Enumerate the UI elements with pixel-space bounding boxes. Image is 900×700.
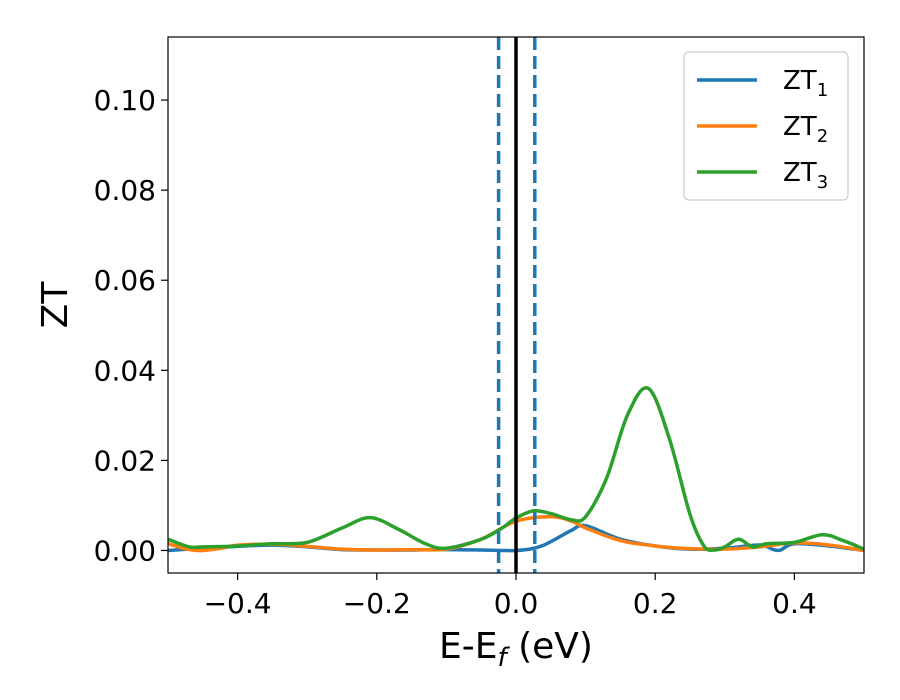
x-tick-label: 0.2 (633, 587, 678, 620)
legend: ZT1 ZT2 ZT3 (683, 51, 849, 201)
series-lines (168, 386, 864, 553)
x-tick-label: 0.4 (772, 587, 817, 620)
y-tick-label: 0.08 (94, 174, 156, 207)
x-axis-title: E-Ef (eV) (439, 626, 593, 673)
x-tick-label: 0.0 (494, 587, 539, 620)
y-tick-label: 0.04 (94, 354, 156, 387)
legend-label-zt3: ZT3 (783, 158, 828, 193)
y-tick-label: 0.00 (94, 534, 156, 567)
y-tick-label: 0.10 (94, 84, 156, 117)
legend-label-zt2: ZT2 (783, 112, 828, 147)
legend-box (683, 51, 849, 201)
x-tick-label: −0.2 (343, 587, 411, 620)
y-axis-title: ZT (35, 281, 76, 329)
reference-lines (496, 37, 537, 573)
plot-frame (167, 36, 865, 574)
y-axis: 0.00 0.02 0.04 0.06 0.08 0.10 (94, 84, 168, 567)
x-tick-label: −0.4 (204, 587, 272, 620)
y-tick-label: 0.06 (94, 264, 156, 297)
legend-label-zt1: ZT1 (783, 66, 828, 101)
x-axis-title-unit: (eV) (507, 626, 593, 667)
y-tick-label: 0.02 (94, 444, 156, 477)
series-line-zt3 (168, 386, 864, 552)
x-axis-title-main: E-E (439, 626, 497, 667)
x-axis: −0.4 −0.2 0.0 0.2 0.4 (204, 573, 817, 620)
